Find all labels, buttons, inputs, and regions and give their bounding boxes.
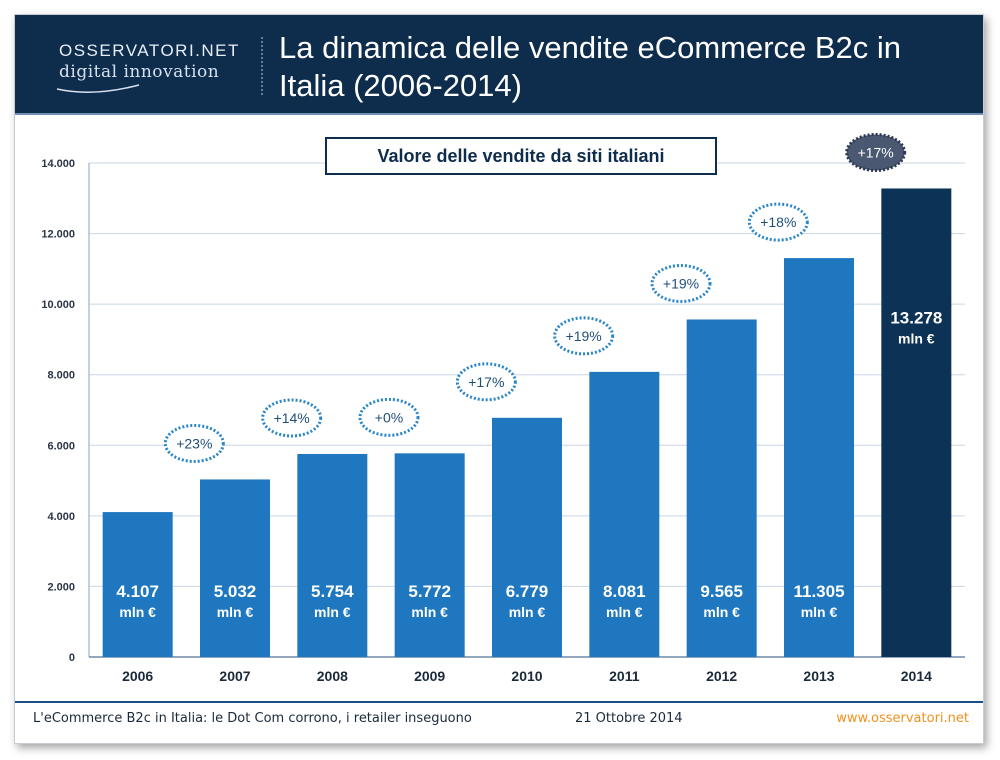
bar-2013 bbox=[784, 258, 854, 657]
bar-2007 bbox=[200, 479, 270, 657]
growth-label: +14% bbox=[274, 410, 310, 426]
bar-value-label: 5.032 bbox=[214, 582, 257, 601]
growth-label: +18% bbox=[760, 214, 796, 230]
bar-2011 bbox=[589, 371, 660, 657]
osservatori-logo: OSSERVATORI.NET digital innovation bbox=[53, 41, 253, 101]
growth-bubble bbox=[163, 423, 225, 463]
y-tick-label: 0 bbox=[69, 652, 75, 664]
bar-value-label: 6.779 bbox=[506, 582, 549, 601]
chart-area: 0 2.000 4.000 6.000 8.000 10.000 12.000 14.000 … bbox=[15, 115, 983, 695]
title-line-1: La dinamica delle vendite eCommerce B2c … bbox=[279, 30, 902, 65]
x-tick-label: 2012 bbox=[706, 668, 737, 684]
y-tick-label: 6.000 bbox=[47, 440, 75, 452]
footer-url-link[interactable]: www.osservatori.net bbox=[836, 711, 969, 726]
growth-bubble bbox=[650, 263, 712, 303]
bar-value-label: 5.754 bbox=[311, 582, 354, 601]
bar-unit-label: mln € bbox=[801, 604, 838, 620]
growth-bubble bbox=[747, 202, 809, 242]
footer-caption: L'eCommerce B2c in Italia: le Dot Com co… bbox=[33, 711, 472, 726]
chart-title: Valore delle vendite da siti italiani bbox=[377, 146, 664, 166]
logo-swoosh-icon bbox=[56, 84, 140, 93]
bar-unit-label: mln € bbox=[119, 604, 156, 620]
bar-value-label: 11.305 bbox=[793, 582, 844, 601]
bar-2008 bbox=[297, 453, 368, 657]
x-tick-label: 2014 bbox=[901, 668, 932, 684]
bar-value-label: 8.081 bbox=[603, 582, 646, 601]
title-line-2: Italia (2006-2014) bbox=[279, 68, 522, 103]
logo-brand: OSSERVATORI.NET bbox=[59, 41, 240, 60]
bars: 4.107 mln € 5.032 mln € 5.754 mln € 5.772 mln €… bbox=[102, 188, 952, 657]
x-tick-label: 2007 bbox=[219, 668, 250, 684]
y-tick-label: 14.000 bbox=[41, 158, 75, 170]
logo-tagline: digital innovation bbox=[59, 62, 220, 82]
footer-date: 21 Ottobre 2014 bbox=[575, 711, 683, 726]
bar-2010 bbox=[492, 417, 562, 657]
bar-2012 bbox=[686, 319, 757, 657]
y-tick-label: 10.000 bbox=[41, 299, 75, 311]
y-tick-label: 2.000 bbox=[47, 581, 75, 593]
page-title: La dinamica delle vendite eCommerce B2c … bbox=[279, 29, 939, 105]
growth-bubble bbox=[553, 316, 615, 356]
bar-unit-label: mln € bbox=[509, 604, 546, 620]
x-tick-label: 2008 bbox=[317, 668, 348, 684]
y-tick-label: 12.000 bbox=[41, 229, 75, 241]
x-tick-label: 2009 bbox=[414, 668, 445, 684]
bar-unit-label: mln € bbox=[314, 604, 351, 620]
chart-title-box: Valore delle vendite da siti italiani bbox=[325, 137, 717, 175]
y-tick-label: 8.000 bbox=[47, 370, 75, 382]
header-banner: OSSERVATORI.NET digital innovation La di… bbox=[15, 15, 983, 115]
bar-chart: 02.0004.0006.0008.00010.00012.00014.000 … bbox=[41, 132, 965, 684]
growth-label: +19% bbox=[566, 328, 602, 344]
bar-value-label: 9.565 bbox=[700, 582, 743, 601]
bar-2009 bbox=[394, 453, 465, 657]
bar-value-label: 13.278 bbox=[890, 308, 942, 327]
bar-unit-label: mln € bbox=[606, 604, 643, 620]
x-tick-label: 2006 bbox=[122, 668, 153, 684]
bar-unit-label: mln € bbox=[703, 604, 740, 620]
x-tick-label: 2011 bbox=[609, 668, 640, 684]
slide: OSSERVATORI.NET digital innovation La di… bbox=[14, 14, 984, 744]
growth-label: +19% bbox=[663, 275, 699, 291]
footer: L'eCommerce B2c in Italia: le Dot Com co… bbox=[15, 701, 983, 743]
header-divider bbox=[261, 37, 263, 95]
x-axis: 2006 2007 2008 2009 2010 2011 2012 2013 2014 bbox=[122, 668, 932, 684]
bar-unit-label: mln € bbox=[898, 330, 935, 346]
growth-bubble bbox=[261, 398, 323, 438]
growth-label: +23% bbox=[176, 435, 212, 451]
bar-unit-label: mln € bbox=[217, 604, 254, 620]
growth-label: +17% bbox=[468, 374, 504, 390]
bar-2014 bbox=[881, 188, 952, 657]
growth-bubbles: +23% +14% +0% +17% +19% +19% +18% +17% bbox=[163, 132, 907, 463]
bar-2006 bbox=[102, 512, 173, 657]
bar-value-label: 4.107 bbox=[116, 582, 159, 601]
growth-bubble bbox=[358, 397, 420, 437]
growth-label: +0% bbox=[375, 409, 403, 425]
growth-label: +17% bbox=[858, 144, 894, 160]
growth-bubble bbox=[845, 132, 907, 172]
y-tick-label: 4.000 bbox=[47, 511, 75, 523]
bar-unit-label: mln € bbox=[411, 604, 448, 620]
growth-bubble bbox=[455, 362, 517, 402]
x-tick-label: 2013 bbox=[803, 668, 834, 684]
x-tick-label: 2010 bbox=[511, 668, 542, 684]
bar-value-label: 5.772 bbox=[408, 582, 451, 601]
